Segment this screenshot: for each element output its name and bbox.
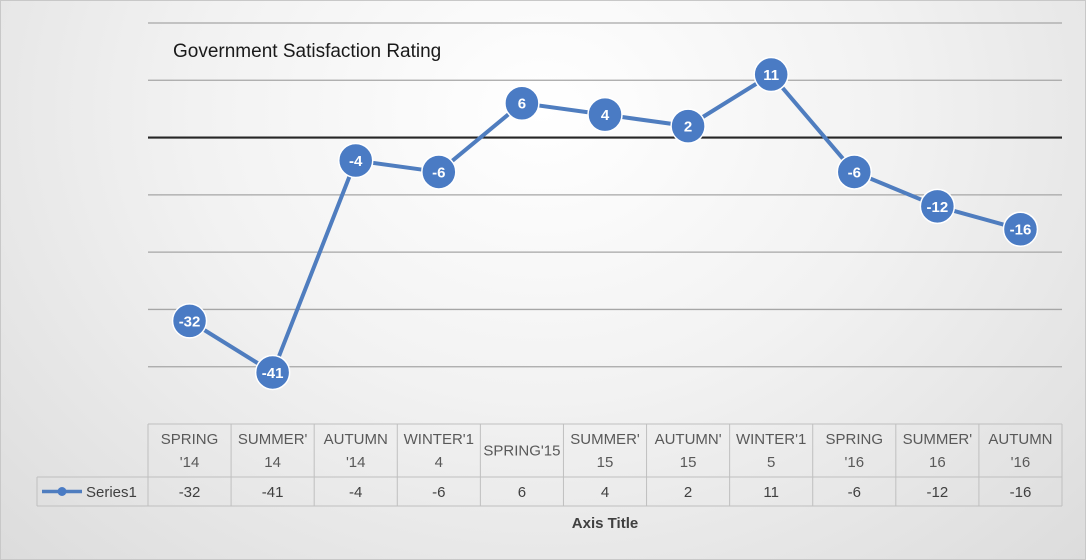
data-point — [753, 56, 789, 93]
category-label: 5 — [767, 454, 775, 471]
category-label: 4 — [435, 454, 443, 471]
category-label: 14 — [264, 454, 281, 471]
category-label: SUMMER' — [903, 431, 973, 448]
legend-marker — [57, 487, 67, 496]
table-value: 11 — [763, 484, 779, 501]
category-label: 15 — [597, 454, 614, 471]
data-label: -4 — [349, 153, 363, 170]
category-label: WINTER'1 — [404, 431, 474, 448]
category-label: SUMMER' — [570, 431, 640, 448]
category-label: '14 — [346, 454, 366, 471]
table-value: -4 — [349, 484, 362, 501]
table-value: -12 — [927, 484, 949, 501]
category-label: SPRING'15 — [483, 443, 560, 460]
category-label: SPRING — [826, 431, 884, 448]
data-label: -12 — [927, 199, 949, 216]
table-value: 2 — [684, 484, 692, 501]
data-point — [171, 303, 208, 339]
data-point — [587, 96, 623, 133]
table-value: 4 — [601, 484, 609, 501]
table-value: -16 — [1010, 484, 1032, 501]
data-point — [919, 188, 956, 225]
data-label: -6 — [432, 164, 445, 181]
table-value: -32 — [179, 484, 201, 501]
category-label: SUMMER' — [238, 431, 308, 448]
category-label: 15 — [680, 454, 697, 471]
category-label: AUTUMN' — [655, 431, 722, 448]
category-label: '16 — [1011, 454, 1031, 471]
data-label: -16 — [1010, 222, 1032, 239]
category-label: SPRING — [161, 431, 219, 448]
category-label: '16 — [844, 454, 864, 471]
data-label: -6 — [848, 164, 861, 181]
data-label: 4 — [601, 107, 610, 124]
table-value: -6 — [432, 484, 445, 501]
table-value: 6 — [518, 484, 526, 501]
data-point — [337, 142, 374, 179]
data-label: 2 — [684, 119, 692, 136]
data-point — [670, 108, 706, 144]
data-point — [254, 354, 291, 391]
category-label: AUTUMN — [988, 431, 1052, 448]
data-point — [836, 154, 873, 190]
legend-series-name: Series1 — [86, 484, 137, 501]
data-label: 11 — [763, 67, 779, 84]
data-point — [1002, 211, 1039, 247]
data-point — [421, 154, 457, 190]
data-label: 6 — [518, 96, 526, 113]
table-value: -41 — [262, 484, 284, 501]
data-label: -41 — [262, 365, 284, 382]
data-point — [504, 85, 540, 121]
data-label: -32 — [179, 313, 201, 330]
chart-title: Government Satisfaction Rating — [173, 41, 441, 62]
category-label: '14 — [180, 454, 200, 471]
category-label: 16 — [929, 454, 946, 471]
x-axis-title: Axis Title — [572, 515, 638, 532]
table-value: -6 — [848, 484, 861, 501]
category-label: WINTER'1 — [736, 431, 806, 448]
category-label: AUTUMN — [324, 431, 388, 448]
